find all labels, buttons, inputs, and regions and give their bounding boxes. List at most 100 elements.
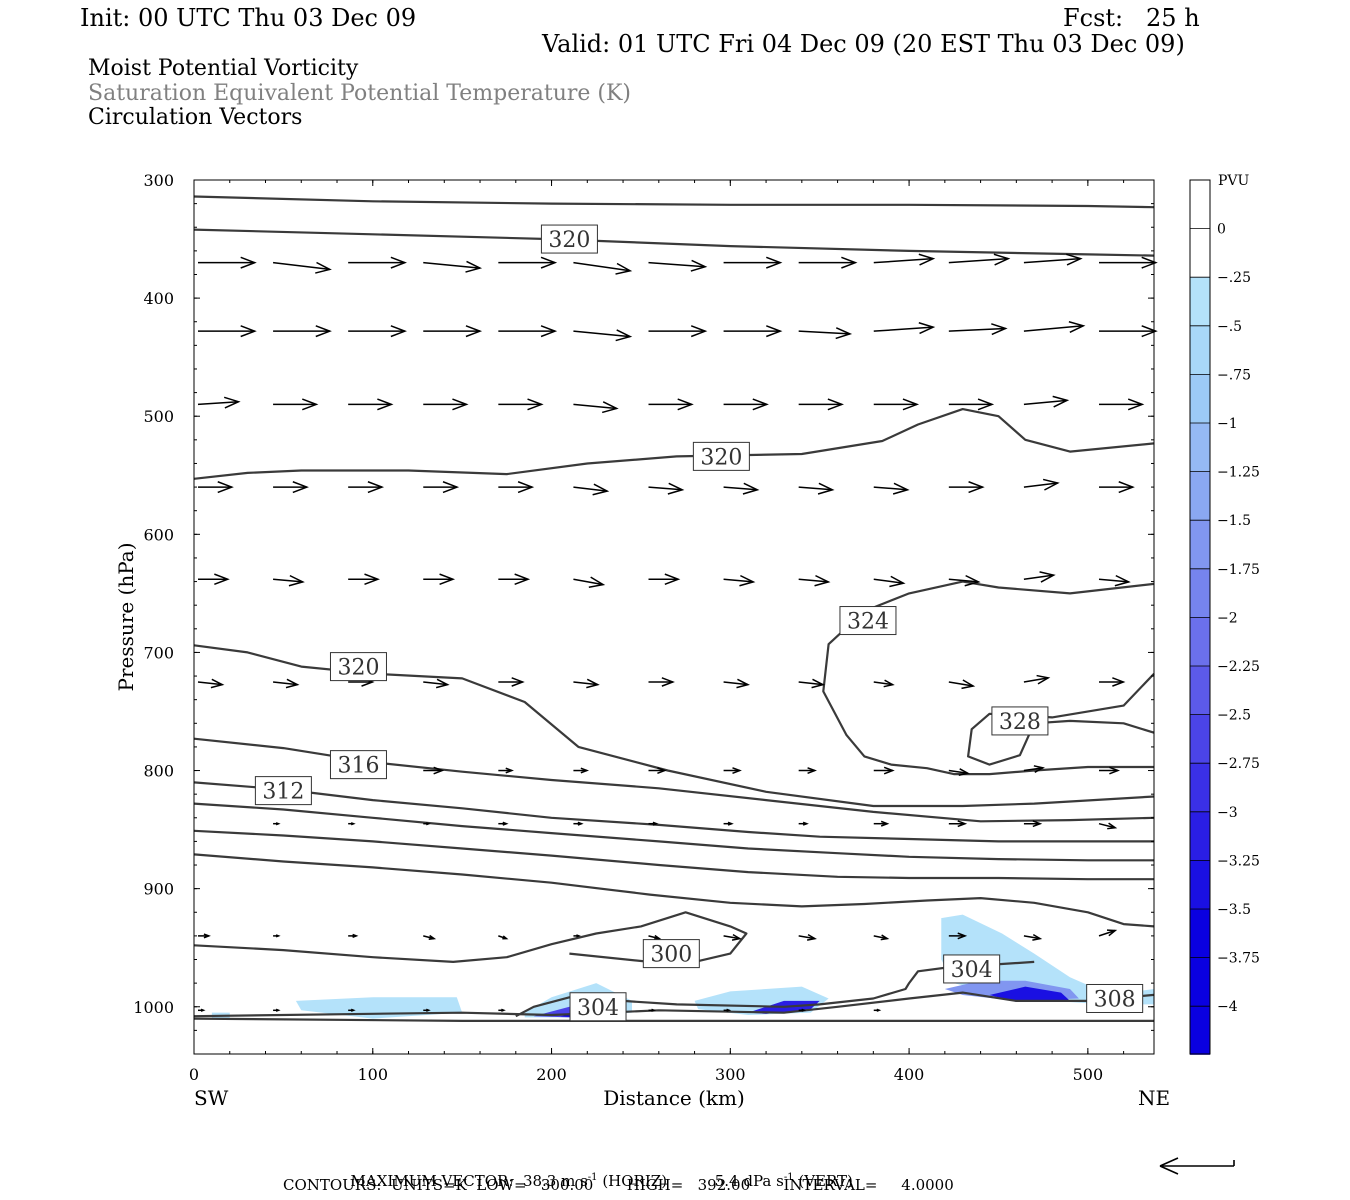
theta-contour-line <box>193 781 1154 843</box>
vector-shaft <box>423 261 481 269</box>
field-title-pv: Moist Potential Vorticity <box>88 56 359 81</box>
colorbar-swatch <box>1190 714 1210 764</box>
contour-label-box <box>1086 983 1144 1013</box>
circulation-vector <box>348 573 380 585</box>
vector-head <box>517 481 535 494</box>
vector-shaft <box>1023 325 1084 332</box>
circulation-vector <box>1098 574 1131 587</box>
vector-head <box>588 576 606 588</box>
vector-shaft <box>948 257 1009 264</box>
contour-label: 316 <box>329 750 387 780</box>
vector-head <box>576 934 581 938</box>
vector-head <box>977 398 995 411</box>
vector-head <box>1109 766 1121 775</box>
vector-head <box>827 398 844 411</box>
vector-shaft <box>873 935 888 940</box>
vector-head <box>690 259 708 272</box>
vector-head <box>352 933 359 938</box>
vector-head <box>285 678 300 689</box>
vector-shaft <box>1023 767 1043 772</box>
circulation-vector <box>423 678 450 689</box>
contour-label-text: 320 <box>548 228 590 253</box>
vector-head <box>807 767 817 775</box>
y-tick-label: 400 <box>143 289 174 308</box>
vector-head <box>841 256 858 269</box>
circulation-vector <box>798 574 831 587</box>
circulation-vector <box>498 1008 506 1012</box>
vector-shaft <box>1023 257 1081 264</box>
vector-head <box>1042 478 1060 491</box>
vector-head <box>390 325 407 338</box>
vector-head <box>731 933 742 941</box>
y-tick-label: 300 <box>143 171 174 190</box>
vector-shaft <box>573 681 598 686</box>
vector-head <box>835 327 853 340</box>
vert-exponent: -1 <box>783 1172 794 1183</box>
circulation-vector <box>198 933 211 939</box>
max-vector-vert-unit: (VERT) <box>798 1172 853 1190</box>
theta-contour-line <box>193 408 1155 480</box>
field-title-vectors: Circulation Vectors <box>88 105 303 130</box>
theta-contours <box>193 195 1155 1022</box>
circulation-vector <box>798 256 858 269</box>
circulation-vector <box>273 574 305 587</box>
contour-label-text: 304 <box>577 996 619 1021</box>
circulation-vector <box>723 482 760 495</box>
vector-shaft <box>273 681 298 686</box>
circulation-vector <box>798 767 817 775</box>
vector-head <box>883 766 895 775</box>
circulation-vector <box>798 398 844 411</box>
circulation-vector <box>573 261 633 275</box>
circulation-vector <box>723 256 783 269</box>
circulation-vector <box>423 1008 431 1012</box>
colorbar-tick-label: −.25 <box>1217 270 1251 286</box>
colorbar-tick-label: −.5 <box>1217 319 1242 335</box>
vector-head <box>727 821 734 826</box>
contour-label: 308 <box>1086 983 1144 1013</box>
circulation-vector <box>798 821 809 826</box>
circulation-vector <box>873 575 906 588</box>
vector-head <box>652 821 659 826</box>
vector-shaft <box>873 257 934 264</box>
vector-head <box>452 398 469 411</box>
circulation-vector <box>423 766 445 775</box>
colorbar-swatch <box>1190 228 1210 278</box>
vector-head <box>435 678 450 689</box>
vector-head <box>364 573 380 585</box>
circulation-vector <box>348 325 407 338</box>
circulation-vector <box>423 398 469 411</box>
circulation-vector <box>348 1008 356 1012</box>
vector-shaft <box>873 326 934 332</box>
circulation-vector <box>1023 571 1056 583</box>
circulation-vector <box>348 822 356 826</box>
vector-shaft <box>948 327 1006 332</box>
vector-shaft <box>197 681 223 686</box>
theta-contour-line <box>193 911 748 963</box>
colorbar-tick-label: −1.75 <box>1217 562 1260 578</box>
vector-head <box>210 678 225 689</box>
circulation-vector <box>723 1008 732 1012</box>
contour-label: 304 <box>943 954 1001 984</box>
vector-shaft <box>272 261 330 271</box>
vector-shaft <box>1023 574 1054 580</box>
circulation-vector <box>198 325 257 338</box>
circulation-vector <box>648 767 667 775</box>
colorbar-tick-label: −1 <box>1217 416 1238 432</box>
x-end-label-left: SW <box>194 1086 229 1110</box>
circulation-vector <box>723 933 742 941</box>
contour-label-text: 300 <box>650 943 692 968</box>
vector-shaft <box>873 681 893 686</box>
circulation-vector <box>573 576 606 588</box>
circulation-vector <box>948 481 985 494</box>
contour-label-text: 328 <box>999 710 1041 735</box>
max-vector-line: MAXIMUM VECTOR: 38.3 m s-1 (HORIZ) 5.4 d… <box>341 1158 853 1189</box>
colorbar-tick-label: −2.75 <box>1217 756 1260 772</box>
circulation-vector <box>873 820 890 827</box>
theta-contour-line <box>193 853 1155 928</box>
vector-head <box>732 767 742 775</box>
contour-labels: 320 320 324 320 328 316 312 300 304 308 304 <box>254 224 1144 1022</box>
contour-label: 304 <box>569 992 627 1022</box>
circulation-vector <box>573 401 619 414</box>
colorbar-swatch <box>1190 277 1210 326</box>
vector-head <box>223 396 241 409</box>
